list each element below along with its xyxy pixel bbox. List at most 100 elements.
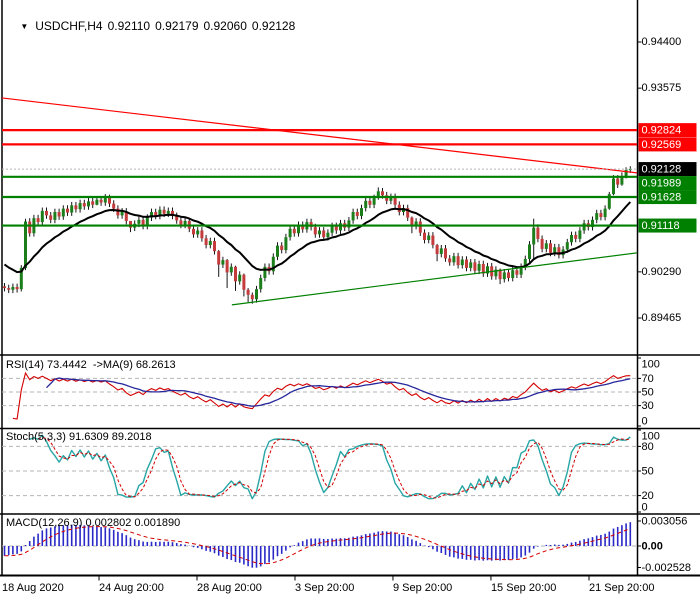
candle-body [66,208,69,213]
indicator-tick-label: 30 [642,400,654,412]
symbol-dropdown-icon[interactable]: ▼ [20,22,29,31]
candle-body [532,227,536,245]
price-tick-label: 0.90290 [642,266,682,278]
candle-body [557,247,561,256]
candle-body [624,170,628,177]
candle-body [292,228,296,234]
symbol-period-label: USDCHF,H4 [35,19,103,33]
candle-body [494,269,498,277]
candle-body [91,201,95,205]
price-level-label-box [638,123,697,138]
candle-body [36,218,40,223]
candle-body [116,208,120,216]
indicator-tick-label: 50 [642,465,654,477]
candle-body [154,212,158,216]
ohlc-low: 0.92060 [203,19,247,33]
candle-body [574,234,578,239]
price-level-label-text: 0.91989 [642,177,682,189]
candle-body [582,223,586,231]
candle-body [129,220,132,228]
candle-body [477,264,481,271]
candle-body [103,198,107,203]
candle-body [469,262,473,268]
candle-body [45,210,48,216]
candle-body [376,191,380,199]
candle-body [137,219,141,224]
candle-body [481,264,485,274]
panel-frame [0,0,700,577]
time-axis-label: 15 Sep 20:00 [491,582,556,594]
candle-body [11,286,15,290]
price-level-label-box [638,190,697,205]
candle-body [326,232,330,238]
price-level-label-box [638,137,697,152]
candle-body [70,205,74,213]
trendline-ascending-support[interactable] [231,252,638,306]
price-level-label-box [638,176,697,191]
resistance-level-lines[interactable] [2,129,637,146]
candle-body [313,227,317,235]
indicator-gridlines [2,377,637,547]
candle-body [7,288,11,290]
candle-body [620,176,624,185]
rsi-line [12,371,631,420]
candle-body [456,256,460,266]
candle-body [204,238,208,246]
candle-body [616,178,620,185]
candle-body [99,199,103,203]
candle-body [364,200,368,209]
indicator-axis-labels: 100705030010080502000.0030560.00-0.00252… [637,357,691,574]
indicator-tick-label: 20 [642,490,654,502]
candle-body [565,242,569,250]
candle-body [259,278,263,290]
candle-body [301,224,305,230]
candle-body [175,215,179,221]
time-axis-label: 9 Sep 20:00 [393,582,452,594]
candle-body [112,203,116,209]
candle-body [82,203,86,207]
candle-body [515,270,519,275]
candle-body [435,245,439,254]
price-level-label-text: 0.91628 [642,191,682,203]
candle-body [595,213,599,220]
candle-body [544,243,548,249]
candle-body [74,205,78,210]
candle-body [612,178,615,195]
indicator-tick-label: 80 [642,441,654,453]
candle-body [246,289,250,295]
candle-body [511,270,515,279]
candle-body [528,244,531,259]
candle-body [28,221,32,234]
candle-body [95,199,99,205]
ma-trend-line[interactable] [3,201,632,274]
indicator-tick-label: 0 [642,501,648,513]
candle-body [280,245,284,251]
candle-body [179,220,183,225]
candle-body [40,210,44,223]
candle-body [225,260,229,273]
stoch-k-line [29,434,631,500]
candle-body [591,219,594,228]
candle-body [427,235,431,240]
ohlc-close: 0.92128 [251,19,296,33]
indicator-tick-label: 0 [642,415,648,427]
candle-body [549,243,552,253]
support-level-lines[interactable] [2,175,637,227]
price-level-label-text: 0.92824 [642,125,682,137]
trendline-descending-resistance[interactable] [1,97,638,174]
candle-body [229,266,233,273]
candle-body [145,217,149,226]
candle-body [410,217,414,226]
indicator-tick-label: 50 [642,386,654,398]
candle-body [603,208,607,218]
candle-body [540,238,544,249]
candle-body [271,256,275,272]
candle-body [192,228,195,235]
candle-body [372,198,376,205]
candle-body [570,234,573,243]
price-tick-label: 0.93575 [642,82,682,94]
candle-body [120,211,124,216]
macd-histogram [3,522,632,568]
